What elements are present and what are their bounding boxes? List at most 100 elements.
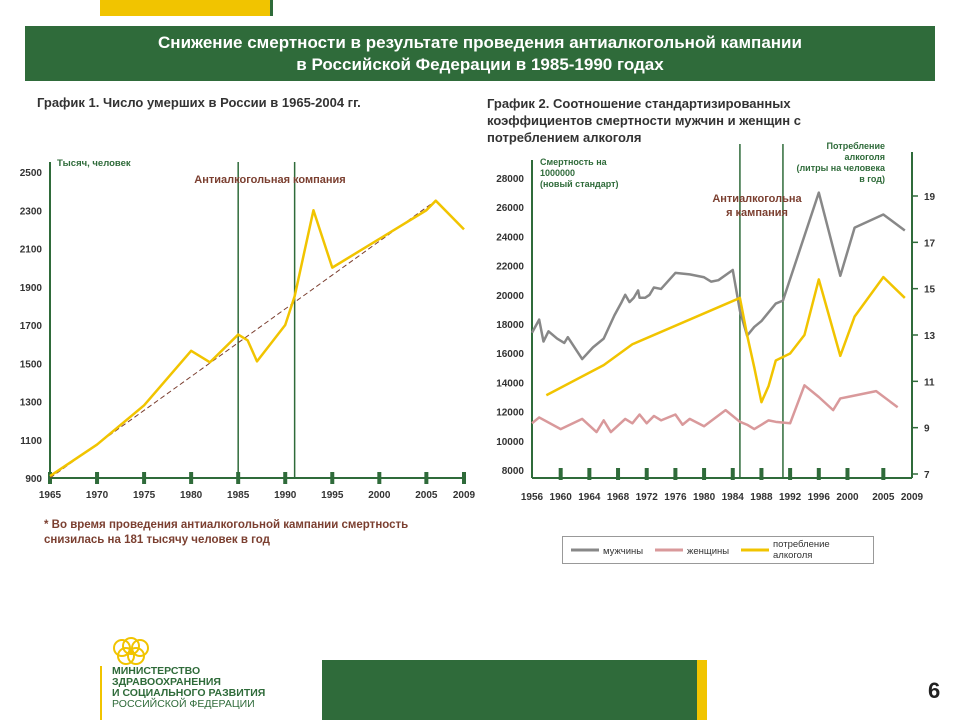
chart2-right-axis-label-3: (литры на человека [796,163,886,173]
chart1-x-tick-mark [424,472,429,484]
chart2-x-tick-label: 2000 [836,492,859,503]
chart1-deaths-line [49,199,465,478]
chart2-right-axis-label-2: алкоголя [845,152,885,162]
chart2-x-tick-label: 2005 [872,492,895,503]
chart2-men-line [530,191,906,361]
chart1-x-tick-label: 2000 [368,490,391,501]
chart1-x-tick-label: 1980 [180,490,203,501]
chart2-left-tick-label: 22000 [496,262,524,273]
chart2-x-tick-label: 1980 [693,492,716,503]
chart1-note: * Во время проведения антиалкогольной ка… [44,519,409,546]
footer-green-block [322,660,697,720]
chart1-x-tick-label: 1990 [274,490,297,501]
chart1-x-tick-mark [142,472,147,484]
chart2-x-tick-label: 1968 [607,492,630,503]
ministry-divider [100,666,102,720]
legend-women-label: женщины [687,546,729,557]
top-green-strip [270,0,273,16]
chart2-x-tick-label: 1992 [779,492,802,503]
chart2-right-tick-label: 15 [924,285,936,296]
chart2-left-tick-label: 14000 [496,378,524,389]
title-line-2: в Российской Федерации в 1985-1990 годах [296,54,664,74]
chart2-right-tick-label: 13 [924,331,936,342]
chart2-x-tick-mark [616,468,621,480]
chart2-title-line-2: коэффициентов смертности мужчин и женщин… [487,113,801,128]
chart2-left-tick-label: 26000 [496,203,524,214]
chart1-unit-label: Тысяч, человек [57,158,131,169]
chart2-x-tick-label: 1988 [750,492,773,503]
chart2-right-tick-label: 9 [924,424,930,435]
ministry-logo-icon [113,637,149,665]
chart1-x-tick-label: 1970 [86,490,109,501]
chart2-svg: 8000 10000 12000 14000 16000 18000 20000 22000 2… [496,141,936,503]
chart1-y-tick-label: 1900 [20,283,43,294]
ministry-line-4: РОССИЙСКОЙ ФЕДЕРАЦИИ [112,698,255,710]
legend-alcohol-label-1: потребление [773,539,830,550]
chart2-x-tick-mark [759,468,764,480]
chart2-x-tick-mark [702,468,707,480]
chart2-left-tick-label: 10000 [496,437,524,448]
chart2-x-tick-mark [730,468,735,480]
ministry-name: МИНИСТЕРСТВО ЗДРАВООХРАНЕНИЯ И СОЦИАЛЬНО… [112,666,265,710]
title-line-1: Снижение смертности в результате проведе… [158,32,802,52]
chart1-y-tick-label: 1300 [20,398,43,409]
chart1-y-tick-label: 1100 [20,436,42,447]
chart2-right-axis-label-1: Потребление [827,141,885,151]
chart1-x-tick-label: 1975 [133,490,156,501]
ministry-line-1: МИНИСТЕРСТВО [112,665,201,677]
chart1-x-tick-label: 1995 [321,490,344,501]
chart1-x-tick-label: 2009 [453,490,476,501]
chart2-right-tick-label: 7 [924,470,930,481]
chart2-x-tick-mark [673,468,678,480]
footer-yellow-block [697,660,707,720]
chart1-annotation: Антиалкогольная компания [194,174,345,186]
chart2-right-tick-label: 19 [924,192,936,203]
chart2-left-tick-label: 24000 [496,232,524,243]
chart2-x-tick-label: 1960 [550,492,573,503]
chart2-x-tick-mark [845,468,850,480]
chart1-x-tick-label: 2005 [415,490,438,501]
chart1-x-tick-label: 1965 [39,490,62,501]
chart2-left-tick-label: 20000 [496,291,524,302]
chart2-x-tick-label: 2009 [901,492,924,503]
top-yellow-strip [100,0,270,16]
chart2-x-tick-mark [558,468,563,480]
chart2-left-tick-label: 8000 [502,466,525,477]
chart1-x-tick-mark [189,472,194,484]
chart1-y-tick-label: 2100 [20,245,43,256]
chart2-x-tick-label: 1956 [521,492,544,503]
chart2-left-axis-label-3: (новый стандарт) [540,179,619,189]
chart1-x-tick-mark [283,472,288,484]
chart2-right-tick-label: 11 [924,377,935,388]
chart2-x-tick-label: 1996 [808,492,831,503]
legend-men-label: мужчины [603,546,643,557]
chart2-x-tick-label: 1972 [636,492,659,503]
chart2-left-tick-label: 12000 [496,408,524,419]
chart1-y-tick-label: 1500 [20,359,43,370]
chart1-x-tick-mark [95,472,100,484]
chart2-x-tick-mark [587,468,592,480]
chart1-y-tick-label: 2300 [20,206,43,217]
chart2-x-tick-mark [644,468,649,480]
chart1-x-tick-label: 1985 [227,490,250,501]
page-number: 6 [928,678,941,703]
chart2-left-axis-label-1: Смертность на [540,157,608,167]
chart2-right-axis-label-4: в год) [859,174,885,184]
chart1-y-tick-label: 900 [25,474,42,485]
chart2-right-tick-label: 17 [924,238,936,249]
chart1-trend-line [49,200,437,479]
chart1-x-tick-mark [330,472,335,484]
chart2-left-tick-label: 28000 [496,174,524,185]
chart2-x-tick-mark [816,468,821,480]
ministry-line-2: ЗДРАВООХРАНЕНИЯ [112,676,221,688]
chart2-x-tick-mark [788,468,793,480]
chart2-annotation-1: Антиалкогольна [712,193,802,205]
chart1-y-tick-label: 2500 [20,168,43,179]
ministry-line-3: И СОЦИАЛЬНОГО РАЗВИТИЯ [112,687,266,699]
chart2-left-axis-label-2: 1000000 [540,168,575,178]
chart2-x-tick-mark [881,468,886,480]
chart2-annotation-2: я кампания [726,207,788,219]
chart2-legend: мужчины женщины потребление алкоголя [562,536,874,564]
title-banner: Снижение смертности в результате проведе… [25,26,935,81]
chart1-y-tick-label: 1700 [20,321,43,332]
